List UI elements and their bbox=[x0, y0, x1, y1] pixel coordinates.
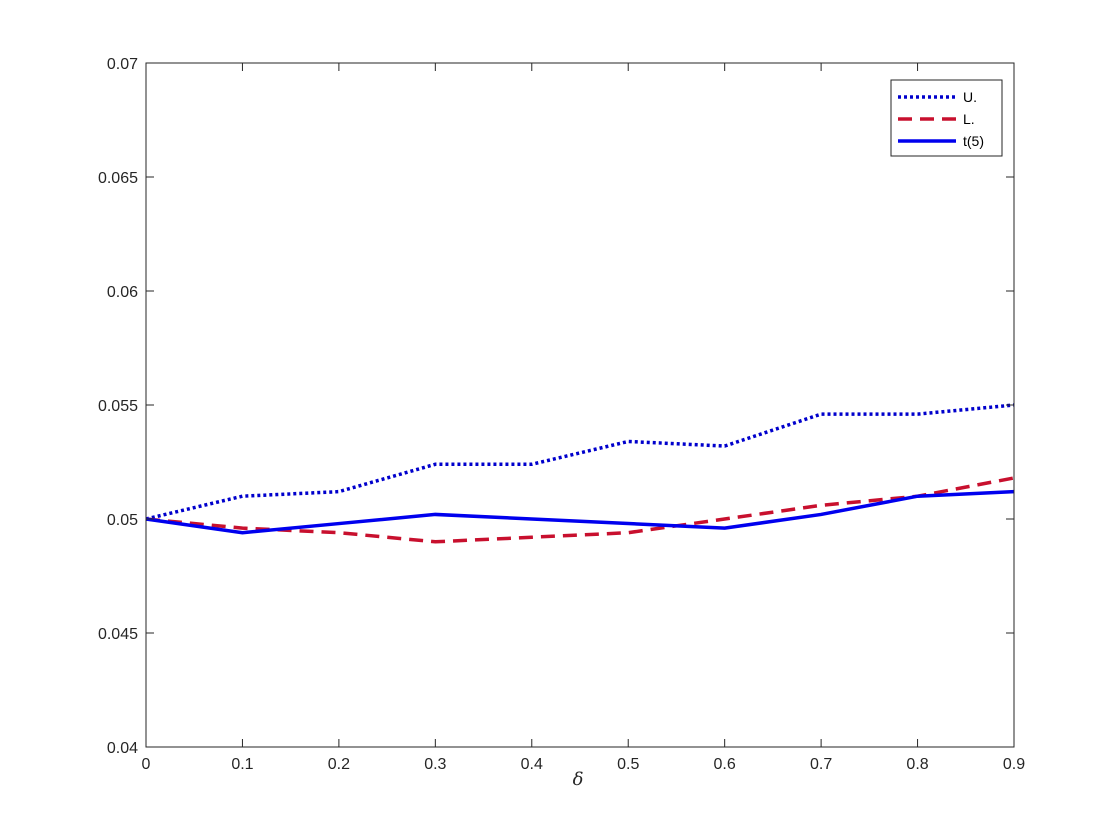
y-tick-label: 0.065 bbox=[98, 170, 138, 187]
legend-label: L. bbox=[963, 111, 975, 127]
legend: U. L. t(5) bbox=[890, 79, 1003, 157]
legend-label: U. bbox=[963, 89, 977, 105]
x-tick-label: 0.8 bbox=[906, 756, 928, 773]
legend-label: t(5) bbox=[963, 133, 984, 149]
y-tick-label: 0.06 bbox=[107, 284, 138, 301]
x-tick-label: 0.4 bbox=[521, 756, 543, 773]
x-tick-label: 0.5 bbox=[617, 756, 639, 773]
plot-area bbox=[146, 63, 1014, 747]
series-line-t5 bbox=[145, 489, 1015, 535]
x-tick-label: 0.1 bbox=[231, 756, 253, 773]
x-axis-label: δ bbox=[573, 769, 584, 790]
x-tick-label: 0.7 bbox=[810, 756, 832, 773]
y-axis: 0.04 0.045 0.05 0.055 0.06 0.065 0.07 bbox=[98, 56, 1014, 757]
x-tick-label: 0 bbox=[142, 756, 151, 773]
y-tick-label: 0.055 bbox=[98, 398, 138, 415]
series-layer bbox=[145, 403, 1015, 544]
series-line-l bbox=[145, 476, 1015, 544]
x-tick-label: 0.6 bbox=[714, 756, 736, 773]
x-tick-label: 0.9 bbox=[1003, 756, 1025, 773]
x-tick-label: 0.2 bbox=[328, 756, 350, 773]
x-tick-label: 0.3 bbox=[424, 756, 446, 773]
x-axis: 0 0.1 0.2 0.3 0.4 0.5 0.6 0.7 0.8 0.9 bbox=[142, 63, 1025, 773]
y-tick-label: 0.07 bbox=[107, 56, 138, 73]
y-tick-label: 0.045 bbox=[98, 626, 138, 643]
y-tick-label: 0.05 bbox=[107, 512, 138, 529]
y-tick-label: 0.04 bbox=[107, 740, 138, 757]
